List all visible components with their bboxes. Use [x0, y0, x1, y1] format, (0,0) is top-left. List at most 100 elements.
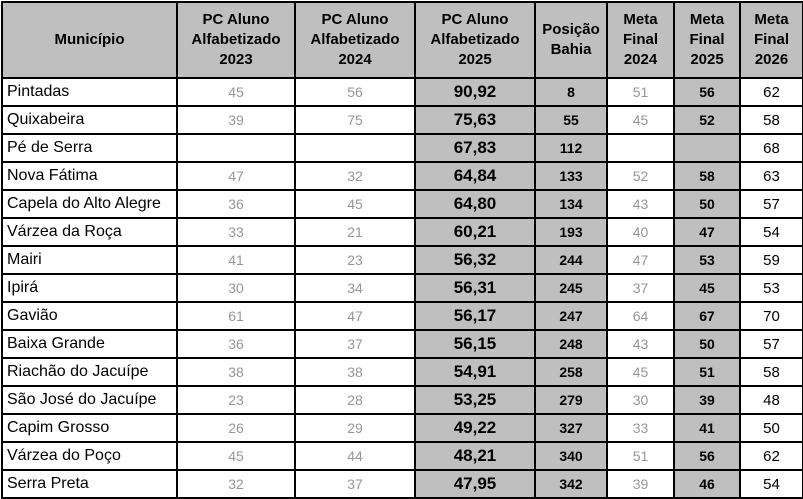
cell-pc2023: 45	[176, 77, 296, 107]
table-row: Riachão do Jacuípe 38 38 54,91 258 45 51 58	[1, 357, 803, 387]
cell-meta2025: 47	[673, 217, 741, 247]
cell-pc2023: 26	[176, 413, 296, 443]
cell-meta2025: 50	[673, 329, 741, 359]
cell-meta2025: 45	[673, 273, 741, 303]
column-header-meta2024: Meta Final 2024	[606, 1, 675, 79]
cell-pc2025: 67,83	[414, 133, 536, 163]
cell-meta2024: 37	[606, 273, 675, 303]
table-row: Mairi 41 23 56,32 244 47 53 59	[1, 245, 803, 275]
cell-pc2025: 48,21	[414, 441, 536, 471]
table-row: Quixabeira 39 75 75,63 55 45 52 58	[1, 105, 803, 135]
column-header-pc2024: PC Aluno Alfabetizado 2024	[294, 1, 416, 79]
cell-meta2025: 56	[673, 441, 741, 471]
cell-meta2024: 64	[606, 301, 675, 331]
cell-municipio: Nova Fátima	[1, 161, 178, 191]
cell-meta2025: 58	[673, 161, 741, 191]
cell-meta2026: 59	[739, 245, 803, 275]
cell-pc2024: 47	[294, 301, 416, 331]
cell-posicao: 247	[534, 301, 608, 331]
cell-pc2025: 90,92	[414, 77, 536, 107]
cell-pc2024: 56	[294, 77, 416, 107]
cell-pc2025: 75,63	[414, 105, 536, 135]
cell-meta2026: 62	[739, 441, 803, 471]
cell-meta2025: 50	[673, 189, 741, 219]
cell-meta2024: 45	[606, 105, 675, 135]
cell-pc2024: 38	[294, 357, 416, 387]
cell-pc2023: 45	[176, 441, 296, 471]
cell-meta2024: 45	[606, 357, 675, 387]
cell-pc2025: 49,22	[414, 413, 536, 443]
cell-meta2025: 56	[673, 77, 741, 107]
table-row: Várzea do Poço 45 44 48,21 340 51 56 62	[1, 441, 803, 471]
cell-posicao: 248	[534, 329, 608, 359]
table-row: Pé de Serra 67,83 112 68	[1, 133, 803, 163]
table-row: Capela do Alto Alegre 36 45 64,80 134 43 50 57	[1, 189, 803, 219]
cell-municipio: Capim Grosso	[1, 413, 178, 443]
cell-meta2026: 54	[739, 469, 803, 499]
cell-meta2026: 58	[739, 357, 803, 387]
cell-pc2024: 34	[294, 273, 416, 303]
cell-pc2024: 75	[294, 105, 416, 135]
table-row: Nova Fátima 47 32 64,84 133 52 58 63	[1, 161, 803, 191]
cell-meta2025: 46	[673, 469, 741, 499]
cell-municipio: São José do Jacuípe	[1, 385, 178, 415]
cell-meta2024: 33	[606, 413, 675, 443]
table-row: Ipirá 30 34 56,31 245 37 45 53	[1, 273, 803, 303]
cell-meta2024: 52	[606, 161, 675, 191]
column-header-pc2023: PC Aluno Alfabetizado 2023	[176, 1, 296, 79]
table-row: Capim Grosso 26 29 49,22 327 33 41 50	[1, 413, 803, 443]
cell-meta2026: 57	[739, 329, 803, 359]
cell-meta2026: 63	[739, 161, 803, 191]
cell-posicao: 327	[534, 413, 608, 443]
cell-pc2025: 56,32	[414, 245, 536, 275]
cell-municipio: Várzea do Poço	[1, 441, 178, 471]
cell-meta2026: 57	[739, 189, 803, 219]
cell-meta2024: 47	[606, 245, 675, 275]
column-header-meta2025: Meta Final 2025	[673, 1, 741, 79]
cell-meta2025: 51	[673, 357, 741, 387]
cell-municipio: Riachão do Jacuípe	[1, 357, 178, 387]
cell-pc2025: 54,91	[414, 357, 536, 387]
column-header-meta2026: Meta Final 2026	[739, 1, 803, 79]
cell-meta2026: 62	[739, 77, 803, 107]
cell-meta2025: 67	[673, 301, 741, 331]
cell-posicao: 258	[534, 357, 608, 387]
cell-pc2024: 29	[294, 413, 416, 443]
cell-posicao: 133	[534, 161, 608, 191]
cell-meta2026: 68	[739, 133, 803, 163]
cell-meta2026: 50	[739, 413, 803, 443]
table-row: Várzea da Roça 33 21 60,21 193 40 47 54	[1, 217, 803, 247]
cell-pc2023: 41	[176, 245, 296, 275]
cell-pc2025: 56,17	[414, 301, 536, 331]
cell-pc2024	[294, 133, 416, 163]
table-header-row: Município PC Aluno Alfabetizado 2023 PC Al…	[1, 1, 803, 79]
cell-pc2023: 23	[176, 385, 296, 415]
cell-meta2026: 53	[739, 273, 803, 303]
cell-meta2024: 51	[606, 441, 675, 471]
cell-posicao: 342	[534, 469, 608, 499]
cell-meta2025	[673, 133, 741, 163]
cell-posicao: 244	[534, 245, 608, 275]
table-row: Gavião 61 47 56,17 247 64 67 70	[1, 301, 803, 331]
cell-meta2024: 39	[606, 469, 675, 499]
cell-pc2023	[176, 133, 296, 163]
cell-pc2023: 38	[176, 357, 296, 387]
cell-pc2023: 32	[176, 469, 296, 499]
cell-pc2024: 45	[294, 189, 416, 219]
cell-meta2026: 48	[739, 385, 803, 415]
cell-pc2023: 36	[176, 189, 296, 219]
cell-municipio: Várzea da Roça	[1, 217, 178, 247]
cell-municipio: Ipirá	[1, 273, 178, 303]
cell-meta2024: 43	[606, 189, 675, 219]
cell-pc2024: 32	[294, 161, 416, 191]
cell-meta2026: 54	[739, 217, 803, 247]
cell-meta2025: 53	[673, 245, 741, 275]
cell-municipio: Gavião	[1, 301, 178, 331]
cell-municipio: Serra Preta	[1, 469, 178, 499]
cell-municipio: Mairi	[1, 245, 178, 275]
cell-posicao: 112	[534, 133, 608, 163]
cell-pc2024: 37	[294, 329, 416, 359]
table-row: Pintadas 45 56 90,92 8 51 56 62	[1, 77, 803, 107]
